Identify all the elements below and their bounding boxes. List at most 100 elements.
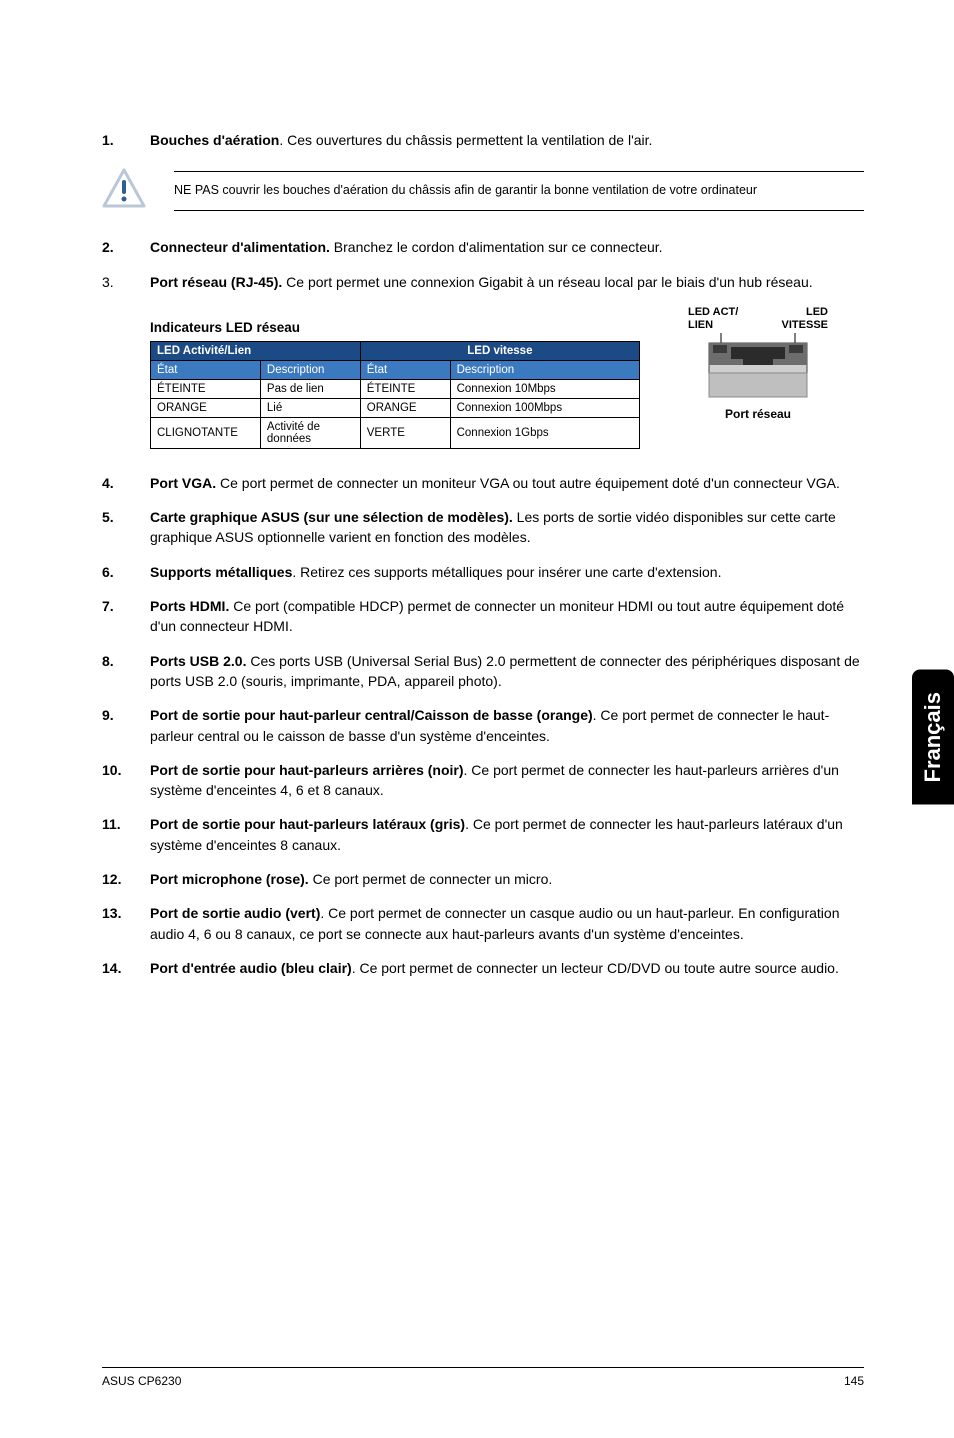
item-text: . Retirez ces supports métalliques pour …	[292, 564, 721, 580]
item-body: Port de sortie pour haut-parleurs arrièr…	[150, 760, 864, 801]
list-item: 12.Port microphone (rose). Ce port perme…	[102, 869, 864, 889]
item-number: 13.	[102, 903, 150, 944]
td: Connexion 100Mbps	[450, 398, 639, 417]
item-title: Port réseau (RJ-45).	[150, 274, 282, 290]
td: ORANGE	[151, 398, 261, 417]
item-body: Port de sortie pour haut-parleur central…	[150, 705, 864, 746]
item-title: Port de sortie audio (vert)	[150, 905, 320, 921]
item-body: Ports USB 2.0. Ces ports USB (Universal …	[150, 651, 864, 692]
table-row: État Description État Description	[151, 360, 640, 379]
td: Connexion 1Gbps	[450, 417, 639, 448]
list-item: 8.Ports USB 2.0. Ces ports USB (Universa…	[102, 651, 864, 692]
item-text: Branchez le cordon d'alimentation sur ce…	[330, 239, 663, 255]
table-row: ÉTEINTE Pas de lien ÉTEINTE Connexion 10…	[151, 379, 640, 398]
rj45-icon	[703, 333, 813, 403]
item-text: Ce port (compatible HDCP) permet de conn…	[150, 598, 844, 634]
th-etat: État	[151, 360, 261, 379]
table-row: ORANGE Lié ORANGE Connexion 100Mbps	[151, 398, 640, 417]
td: Pas de lien	[260, 379, 360, 398]
item-number: 8.	[102, 651, 150, 692]
item-body: Port VGA. Ce port permet de connecter un…	[150, 473, 864, 493]
td: ÉTEINTE	[151, 379, 261, 398]
item-text: . Ce port permet de connecter un lecteur…	[352, 960, 839, 976]
list-item: 7.Ports HDMI. Ce port (compatible HDCP) …	[102, 596, 864, 637]
indicateurs-block: Indicateurs LED réseau LED Activité/Lien…	[102, 306, 864, 449]
item-text: . Ces ouvertures du châssis permettent l…	[279, 132, 652, 148]
list-item: 11.Port de sortie pour haut-parleurs lat…	[102, 814, 864, 855]
table-area: Indicateurs LED réseau LED Activité/Lien…	[150, 306, 864, 449]
td: Connexion 10Mbps	[450, 379, 639, 398]
table-row: CLIGNOTANTE Activité de données VERTE Co…	[151, 417, 640, 448]
item-body: Port de sortie pour haut-parleurs latéra…	[150, 814, 864, 855]
label-line: VITESSE	[782, 319, 828, 331]
list-item: 1. Bouches d'aération. Ces ouvertures du…	[102, 130, 864, 150]
warning-icon	[102, 168, 150, 213]
item-number: 7.	[102, 596, 150, 637]
footer-left: ASUS CP6230	[102, 1374, 181, 1388]
indicateurs-title: Indicateurs LED réseau	[150, 320, 640, 335]
label-right: LED VITESSE	[782, 306, 828, 331]
item-title: Port microphone (rose).	[150, 871, 309, 887]
item-text: Ce port permet une connexion Gigabit à u…	[282, 274, 812, 290]
td: VERTE	[360, 417, 450, 448]
item-number: 4.	[102, 473, 150, 493]
item-title: Port de sortie pour haut-parleurs arrièr…	[150, 762, 464, 778]
item-body: Carte graphique ASUS (sur une sélection …	[150, 507, 864, 548]
table-wrap: Indicateurs LED réseau LED Activité/Lien…	[150, 306, 640, 449]
item-body: Supports métalliques. Retirez ces suppor…	[150, 562, 864, 582]
item-body: Ports HDMI. Ce port (compatible HDCP) pe…	[150, 596, 864, 637]
item-number: 6.	[102, 562, 150, 582]
item-title: Ports HDMI.	[150, 598, 229, 614]
list-item: 4.Port VGA. Ce port permet de connecter …	[102, 473, 864, 493]
list-item: 14.Port d'entrée audio (bleu clair). Ce …	[102, 958, 864, 978]
th-etat: État	[360, 360, 450, 379]
label-line: LED ACT/	[688, 306, 738, 318]
port-caption: Port réseau	[688, 407, 828, 421]
warning-text: NE PAS couvrir les bouches d'aération du…	[174, 171, 864, 211]
item-title: Connecteur d'alimentation.	[150, 239, 330, 255]
item-number: 12.	[102, 869, 150, 889]
footer-right: 145	[844, 1374, 864, 1388]
item-number: 11.	[102, 814, 150, 855]
th-vitesse: LED vitesse	[360, 341, 639, 360]
warning-row: NE PAS couvrir les bouches d'aération du…	[102, 168, 864, 213]
label-line: LIEN	[688, 319, 713, 331]
list-item: 13.Port de sortie audio (vert). Ce port …	[102, 903, 864, 944]
item-body: Connecteur d'alimentation. Branchez le c…	[150, 237, 864, 257]
item-text: Ces ports USB (Universal Serial Bus) 2.0…	[150, 653, 860, 689]
item-body: Port d'entrée audio (bleu clair). Ce por…	[150, 958, 864, 978]
label-left: LED ACT/ LIEN	[688, 306, 738, 331]
th-activite: LED Activité/Lien	[151, 341, 361, 360]
td: Lié	[260, 398, 360, 417]
item-number: 10.	[102, 760, 150, 801]
port-diagram: LED ACT/ LIEN LED VITESSE	[688, 306, 828, 449]
list-item: 3. Port réseau (RJ-45). Ce port permet u…	[102, 272, 864, 292]
item-title: Supports métalliques	[150, 564, 292, 580]
led-table: LED Activité/Lien LED vitesse État Descr…	[150, 341, 640, 449]
item-body: Bouches d'aération. Ces ouvertures du ch…	[150, 130, 864, 150]
item-body: Port réseau (RJ-45). Ce port permet une …	[150, 272, 864, 292]
item-title: Bouches d'aération	[150, 132, 279, 148]
list-top: 1. Bouches d'aération. Ces ouvertures du…	[102, 130, 864, 150]
label-line: LED	[806, 306, 828, 318]
td: Activité de données	[260, 417, 360, 448]
td: ORANGE	[360, 398, 450, 417]
td: ÉTEINTE	[360, 379, 450, 398]
port-labels-top: LED ACT/ LIEN LED VITESSE	[688, 306, 828, 331]
item-text: Ce port permet de connecter un micro.	[309, 871, 553, 887]
list-rest: 4.Port VGA. Ce port permet de connecter …	[102, 473, 864, 978]
page-content: 1. Bouches d'aération. Ces ouvertures du…	[0, 0, 954, 978]
td: CLIGNOTANTE	[151, 417, 261, 448]
item-text: Ce port permet de connecter un moniteur …	[216, 475, 840, 491]
item-body: Port microphone (rose). Ce port permet d…	[150, 869, 864, 889]
item-number: 9.	[102, 705, 150, 746]
item-number: 3.	[102, 272, 150, 292]
item-number: 1.	[102, 130, 150, 150]
list-item: 9.Port de sortie pour haut-parleur centr…	[102, 705, 864, 746]
th-desc: Description	[260, 360, 360, 379]
item-body: Port de sortie audio (vert). Ce port per…	[150, 903, 864, 944]
list-item: 6.Supports métalliques. Retirez ces supp…	[102, 562, 864, 582]
item-number: 5.	[102, 507, 150, 548]
table-row: LED Activité/Lien LED vitesse	[151, 341, 640, 360]
list-item: 10.Port de sortie pour haut-parleurs arr…	[102, 760, 864, 801]
